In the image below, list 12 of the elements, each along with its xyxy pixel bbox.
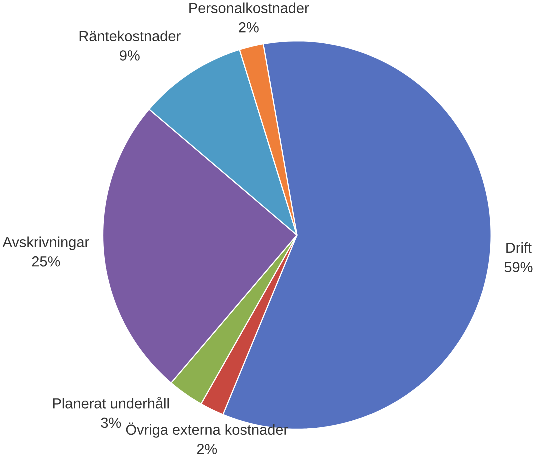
- slice-label: Personalkostnader: [190, 2, 310, 14]
- slice-label: Avskrivningar: [2, 236, 90, 250]
- slice-label: Räntekostnader: [80, 30, 181, 42]
- slice-label: Planerat underhåll: [53, 396, 170, 409]
- slice-label: Övriga externa kostnader: [126, 422, 288, 438]
- data-label: 2%: [197, 444, 218, 454]
- data-label: 59%: [504, 262, 533, 272]
- data-label: 25%: [32, 256, 60, 267]
- data-label: 2%: [239, 22, 259, 33]
- data-label: 3%: [101, 418, 122, 428]
- data-label: 9%: [120, 50, 140, 61]
- slice-label: Drift: [506, 242, 532, 254]
